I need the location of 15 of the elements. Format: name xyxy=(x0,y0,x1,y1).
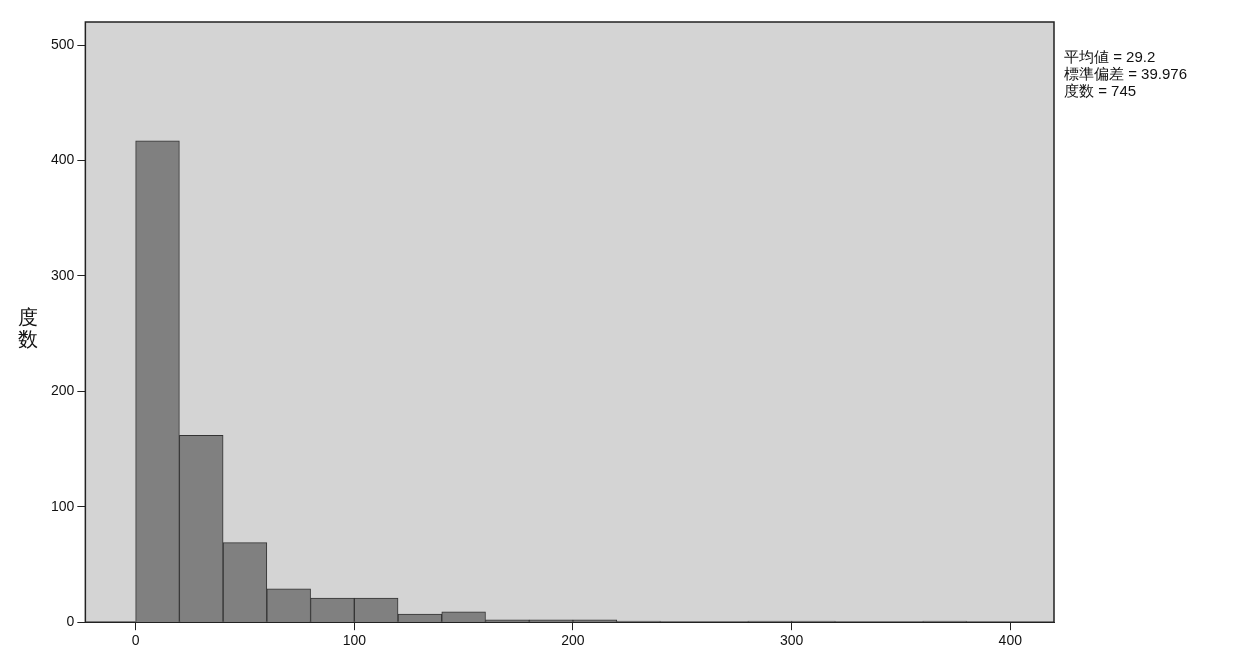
text: 標準偏差 = 39.976 xyxy=(1064,65,1187,82)
y-tick-label: 0 xyxy=(66,613,75,630)
x-tick-label: 0 xyxy=(131,632,140,649)
y-tick-label: 200 xyxy=(51,382,75,399)
y-tick-label: 400 xyxy=(51,151,75,168)
text: 度数 = 745 xyxy=(1064,82,1138,99)
y-axis-title: 度数 xyxy=(18,306,38,350)
text: 平均値 = 29.2 xyxy=(1064,48,1157,65)
y-tick-label: 500 xyxy=(51,35,75,52)
x-tick-label: 300 xyxy=(779,632,804,649)
x-tick-label: 100 xyxy=(342,632,367,649)
x-tick-label: 400 xyxy=(998,632,1023,649)
x-tick-label: 200 xyxy=(561,632,585,649)
y-tick-label: 300 xyxy=(51,266,75,283)
y-tick-label: 100 xyxy=(51,497,75,514)
